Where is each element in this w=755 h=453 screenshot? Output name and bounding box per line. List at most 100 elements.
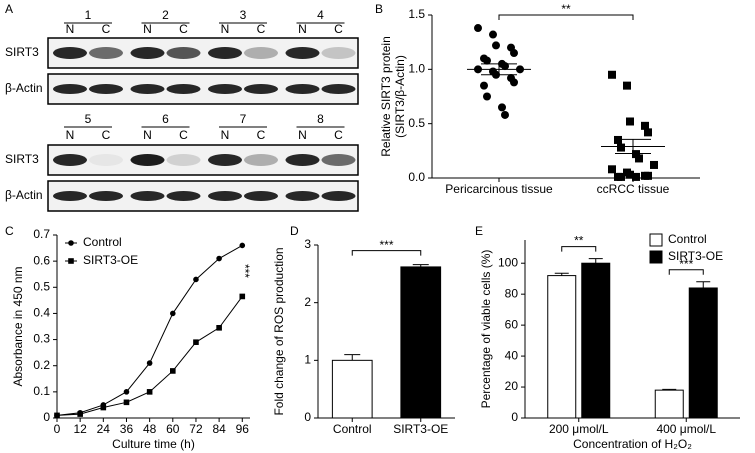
sem-bar xyxy=(481,63,517,76)
y-tick-label: 1 xyxy=(304,353,311,367)
x-axis-label: Concentration of H₂O₂ xyxy=(573,437,692,451)
lane-label: C xyxy=(102,22,111,36)
data-point xyxy=(632,172,640,181)
legend-label: SIRT3-OE xyxy=(668,249,723,263)
y-tick-label: 0.5 xyxy=(408,116,425,130)
panel-label: D xyxy=(290,224,299,238)
panel-label: A xyxy=(5,2,13,16)
x-tick-label: 84 xyxy=(212,422,226,436)
data-point xyxy=(632,150,640,159)
bar xyxy=(654,389,684,419)
significance-label: ** xyxy=(561,2,571,16)
band xyxy=(53,191,87,201)
lane-group-number: 6 xyxy=(162,112,169,126)
band xyxy=(285,47,320,59)
band xyxy=(89,154,123,166)
band xyxy=(89,47,123,59)
y-tick-label: 0.0 xyxy=(408,170,425,184)
data-point xyxy=(193,339,199,345)
lane-label: N xyxy=(143,22,152,36)
x-tick-label: 400 μmol/L xyxy=(656,422,716,436)
band xyxy=(285,84,320,94)
band xyxy=(208,84,242,94)
y-tick-label: 1.5 xyxy=(408,7,425,21)
lane-label: N xyxy=(66,22,75,36)
y-tick-label: 0.7 xyxy=(33,227,50,241)
data-point xyxy=(617,172,625,181)
data-point xyxy=(483,92,491,101)
band xyxy=(244,154,278,166)
bar xyxy=(400,266,442,419)
x-tick-label: Control xyxy=(333,422,372,436)
lane-label: C xyxy=(102,128,111,142)
band xyxy=(208,47,242,59)
band xyxy=(321,47,356,59)
data-point xyxy=(635,154,643,163)
y-axis-label: Percentage of viable cells (%) xyxy=(479,250,493,409)
y-tick-label: 0 xyxy=(511,410,518,424)
error-bar xyxy=(662,388,677,391)
data-point xyxy=(474,24,482,33)
data-point xyxy=(623,81,631,90)
error-bar xyxy=(588,258,603,264)
lane-label: C xyxy=(257,128,266,142)
series-line xyxy=(56,296,243,416)
data-point xyxy=(483,56,491,65)
lane-group-number: 3 xyxy=(240,8,247,22)
data-point xyxy=(644,171,652,180)
data-point xyxy=(54,412,60,419)
legend-label: Control xyxy=(83,235,122,249)
data-point xyxy=(216,325,222,331)
data-point xyxy=(480,81,488,90)
y-tick-label: 0.2 xyxy=(33,358,50,372)
band xyxy=(53,84,87,94)
y-tick-label: 0.6 xyxy=(33,253,50,267)
y-tick-label: 0 xyxy=(43,410,50,424)
data-point xyxy=(123,389,130,395)
significance-bracket xyxy=(498,14,634,20)
lane-label: N xyxy=(66,128,75,142)
lane-group-number: 5 xyxy=(85,112,92,126)
data-point xyxy=(170,310,176,317)
band xyxy=(321,154,356,166)
data-point xyxy=(146,389,153,395)
bar xyxy=(688,287,718,419)
significance-label: *** xyxy=(238,264,252,278)
data-point xyxy=(100,404,107,411)
bar xyxy=(547,275,577,419)
lane-group-number: 1 xyxy=(85,8,92,22)
lane-label: C xyxy=(257,22,266,36)
y-tick-label: 2 xyxy=(304,295,311,309)
error-bar xyxy=(344,354,361,361)
y-tick-label: 0.1 xyxy=(33,384,50,398)
legend-label: SIRT3-OE xyxy=(83,253,138,267)
band xyxy=(244,191,278,201)
lane-label: N xyxy=(221,22,230,36)
y-tick-label: 60 xyxy=(505,317,519,331)
band xyxy=(130,47,165,59)
lane-label: C xyxy=(179,128,188,142)
significance-label: *** xyxy=(379,238,393,252)
y-tick-label: 1.0 xyxy=(408,62,425,76)
lane-label: C xyxy=(334,128,343,142)
y-tick-label: 100 xyxy=(498,255,518,269)
lane-label: N xyxy=(298,128,307,142)
band xyxy=(130,84,165,94)
x-tick-label: 24 xyxy=(97,422,111,436)
data-point xyxy=(650,160,658,169)
x-tick-label: Pericarcinous tissue xyxy=(445,182,553,196)
lane-label: N xyxy=(143,128,152,142)
x-tick-label: 0 xyxy=(54,422,61,436)
bar xyxy=(581,262,611,419)
band xyxy=(166,47,201,59)
y-tick-label: 0.5 xyxy=(33,279,50,293)
lane-group-number: 4 xyxy=(317,8,324,22)
band xyxy=(89,191,123,201)
lane-label: N xyxy=(221,128,230,142)
lane-group-number: 7 xyxy=(240,112,247,126)
x-tick-label: ccRCC tissue xyxy=(597,182,670,196)
band xyxy=(321,84,356,94)
y-tick-label: 0 xyxy=(304,410,311,424)
band xyxy=(130,154,165,166)
